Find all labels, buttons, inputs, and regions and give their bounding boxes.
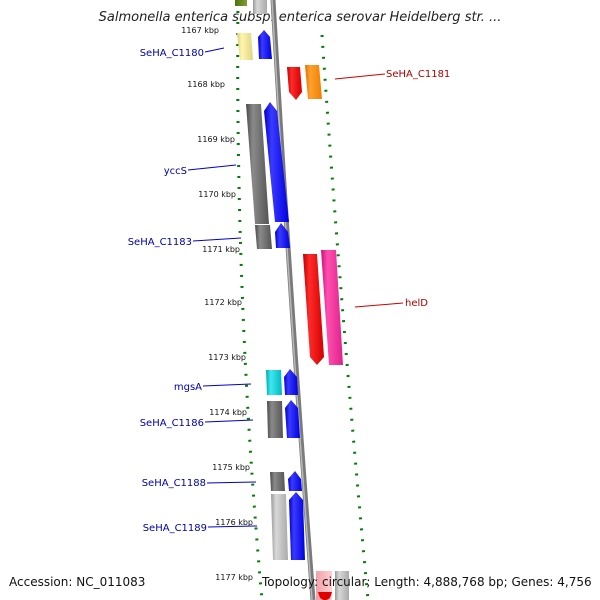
gene-feature-olive-partial[interactable]	[235, 0, 247, 6]
callout-line-SeHA-C1183	[192, 237, 242, 242]
ruler-tick-label: 1177 kbp	[215, 573, 253, 582]
gene-label-SeHA-C1183[interactable]: SeHA_C1183	[128, 237, 192, 248]
gene-label-SeHA-C1189[interactable]: SeHA_C1189	[143, 523, 207, 534]
genome-title: Salmonella enterica subsp. enterica sero…	[98, 10, 502, 25]
bp-ruler: 1167 kbp 1168 kbp 1169 kbp 1170 kbp 1171…	[181, 26, 253, 582]
gene-feature-SeHA-C1183-blue[interactable]	[275, 223, 290, 248]
gene-feature-SeHA-C1186-blue[interactable]	[285, 400, 300, 438]
gene-label-SeHA-C1186[interactable]: SeHA_C1186	[140, 418, 204, 429]
gene-label-SeHA-C1181[interactable]: SeHA_C1181	[386, 69, 450, 80]
gene-feature-red-partial[interactable]	[318, 592, 332, 600]
gene-feature-SeHA-C1180-yellow[interactable]	[237, 33, 253, 60]
gene-label-yccS[interactable]: yccS	[164, 166, 187, 177]
callout-line-SeHA-C1186	[204, 419, 254, 423]
gene-feature-mgsA-cyan[interactable]	[266, 370, 282, 395]
gene-feature-helD-pink[interactable]	[321, 250, 343, 365]
gene-feature-SeHA-C1180-blue[interactable]	[258, 30, 272, 59]
topology-summary: Topology: circular; Length: 4,888,768 bp…	[262, 575, 592, 589]
ruler-tick-label: 1169 kbp	[197, 135, 235, 144]
accession-text: Accession: NC_011083	[9, 575, 146, 589]
callout-line-SeHA-C1188	[206, 481, 257, 484]
ruler-tick-label: 1168 kbp	[187, 80, 225, 89]
gene-feature-SeHA-C1189-gray[interactable]	[271, 494, 288, 560]
ruler-tick-label: 1171 kbp	[202, 245, 240, 254]
ruler-tick-label: 1176 kbp	[215, 518, 253, 527]
gene-feature-yccS-gray[interactable]	[246, 104, 269, 224]
gene-label-mgsA[interactable]: mgsA	[174, 382, 202, 393]
callout-line-SeHA-C1181	[334, 73, 386, 80]
ruler-tick-label: 1175 kbp	[212, 463, 250, 472]
ruler-tick-label: 1170 kbp	[198, 190, 236, 199]
gene-label-SeHA-C1188[interactable]: SeHA_C1188	[142, 478, 206, 489]
gene-feature-helD-red[interactable]	[303, 254, 324, 365]
gene-feature-lightgray-partial[interactable]	[335, 571, 349, 600]
gene-feature-SeHA-C1186-gray[interactable]	[267, 401, 283, 438]
gene-feature-mgsA-blue[interactable]	[284, 369, 298, 395]
gene-feature-SeHA-C1181-red[interactable]	[287, 67, 302, 100]
callout-line-SeHA-C1189	[207, 525, 258, 528]
callout-line-SeHA-C1180	[204, 47, 225, 53]
callout-line-helD	[354, 302, 404, 308]
ruler-tick-label: 1174 kbp	[209, 408, 247, 417]
ruler-tick-label: 1173 kbp	[208, 353, 246, 362]
genome-backbone	[270, 0, 316, 600]
genome-backbone-highlight	[271, 0, 313, 600]
gene-feature-SeHA-C1181-orange[interactable]	[305, 65, 322, 99]
gene-feature-SeHA-C1188-gray[interactable]	[270, 472, 285, 491]
ruler-tick-label: 1172 kbp	[204, 298, 242, 307]
gene-feature-gray-partial[interactable]	[253, 0, 267, 14]
gene-feature-SeHA-C1188-blue[interactable]	[288, 471, 302, 491]
gene-feature-SeHA-C1183-gray[interactable]	[255, 225, 272, 249]
callout-line-mgsA	[202, 383, 252, 387]
ruler-tick-label: 1167 kbp	[181, 26, 219, 35]
gene-label-SeHA-C1180[interactable]: SeHA_C1180	[140, 48, 204, 59]
gene-feature-SeHA-C1189-blue[interactable]	[289, 492, 305, 560]
gene-feature-yccS-blue[interactable]	[264, 102, 289, 222]
callout-line-yccS	[187, 164, 237, 171]
gene-label-helD[interactable]: helD	[405, 298, 428, 309]
